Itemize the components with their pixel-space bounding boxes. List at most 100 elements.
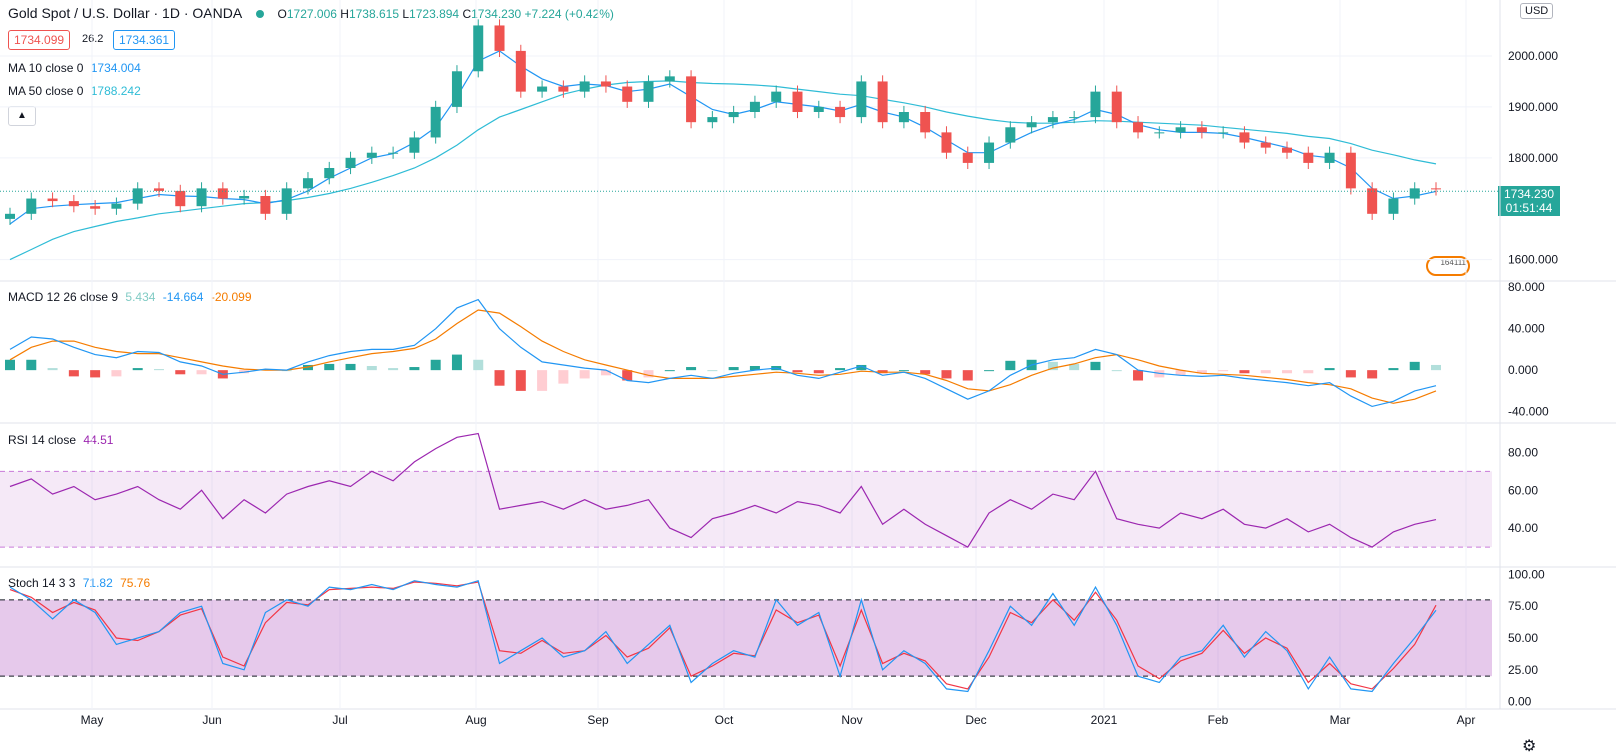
macd-hist-bar bbox=[1218, 370, 1229, 372]
high-value: 1738.615 bbox=[348, 7, 400, 21]
price-tick-label: 1600.000 bbox=[1508, 253, 1558, 267]
ma10-value: 1734.004 bbox=[90, 61, 141, 75]
macd-hist-bar bbox=[1047, 361, 1058, 371]
candle-body bbox=[856, 81, 867, 118]
candle-body bbox=[749, 101, 760, 112]
candle-body bbox=[196, 188, 207, 207]
stoch-tick-label: 50.00 bbox=[1508, 631, 1538, 645]
us-flag-event-icon[interactable]: 164111 bbox=[1426, 256, 1470, 276]
bar-countdown: 01:51:44 bbox=[1505, 201, 1553, 215]
macd-hist-bar bbox=[366, 366, 377, 371]
rsi-tick-label: 60.00 bbox=[1508, 483, 1538, 497]
candle-body bbox=[643, 81, 654, 102]
candle-body bbox=[1069, 117, 1080, 119]
macd-hist-bar bbox=[324, 363, 335, 371]
macd-hist-bar bbox=[1005, 360, 1016, 371]
candle-body bbox=[494, 25, 505, 51]
legend-macd[interactable]: MACD 12 26 close 9 5.434 -14.664 -20.099 bbox=[8, 290, 252, 304]
candle-body bbox=[1345, 152, 1356, 189]
candle-body bbox=[1409, 188, 1420, 199]
candle-body bbox=[409, 137, 420, 153]
candle-body bbox=[5, 213, 15, 219]
candle-body bbox=[579, 81, 590, 92]
change-value: +7.224 (+0.42%) bbox=[524, 7, 614, 21]
legend-ma50[interactable]: MA 50 close 0 1788.242 bbox=[8, 84, 141, 98]
last-price-value: 1734.230 bbox=[1503, 187, 1555, 201]
macd-hist-bar bbox=[941, 370, 952, 379]
macd-hist-bar bbox=[558, 370, 569, 384]
candle-body bbox=[792, 91, 803, 112]
macd-hist-bar bbox=[600, 370, 611, 376]
macd-tick-label: 40.000 bbox=[1508, 322, 1545, 336]
macd-hist-bar bbox=[792, 370, 803, 373]
macd-hist-bar bbox=[1175, 370, 1186, 376]
macd-signal-value: -20.099 bbox=[210, 290, 252, 304]
buy-price-button[interactable]: 1734.361 bbox=[113, 30, 176, 50]
candle-body bbox=[984, 142, 995, 163]
macd-hist-bar bbox=[153, 369, 164, 371]
macd-hist-bar bbox=[1282, 370, 1293, 374]
candle-body bbox=[302, 178, 313, 189]
ma50-value: 1788.242 bbox=[90, 84, 141, 98]
macd-hist-bar bbox=[898, 370, 909, 372]
candle-body bbox=[345, 157, 356, 168]
x-tick-label: Feb bbox=[1208, 713, 1229, 727]
candle-body bbox=[366, 152, 377, 158]
open-value: 1727.006 bbox=[286, 7, 337, 21]
stoch-label: Stoch 14 3 3 bbox=[8, 576, 76, 590]
candle-body bbox=[941, 132, 952, 153]
macd-hist-bar bbox=[707, 370, 718, 372]
macd-line bbox=[9, 298, 1437, 408]
candle-body bbox=[281, 188, 292, 214]
candle-body bbox=[153, 188, 164, 191]
candle-body bbox=[1090, 91, 1101, 118]
ma50-line bbox=[9, 80, 1437, 261]
macd-hist-bar bbox=[686, 367, 697, 371]
candle-body bbox=[217, 188, 228, 199]
macd-hist-bar bbox=[962, 370, 973, 381]
macd-hist-bar bbox=[430, 359, 441, 371]
x-tick-label: Jun bbox=[202, 713, 221, 727]
macd-hist-bar bbox=[728, 367, 739, 371]
macd-hist-bar bbox=[1239, 370, 1250, 374]
candle-body bbox=[260, 196, 271, 214]
candle-body bbox=[515, 50, 526, 92]
candle-body bbox=[430, 106, 441, 138]
sell-price-button[interactable]: 1734.099 bbox=[8, 30, 71, 50]
close-value: 1734.230 bbox=[471, 7, 522, 21]
macd-hist-bar bbox=[1324, 368, 1335, 371]
symbol-title[interactable]: Gold Spot / U.S. Dollar · 1D · OANDA O17… bbox=[8, 5, 614, 21]
candle-body bbox=[1324, 152, 1335, 163]
legend-stoch[interactable]: Stoch 14 3 3 71.82 75.76 bbox=[8, 576, 150, 590]
candle-body bbox=[90, 206, 101, 209]
candle-body bbox=[451, 71, 462, 107]
macd-hist-bar bbox=[1260, 370, 1271, 374]
high-label: H bbox=[340, 7, 349, 21]
candle-body bbox=[239, 196, 250, 199]
macd-hist-bar bbox=[622, 370, 633, 381]
macd-hist-bar bbox=[494, 370, 505, 386]
gear-icon[interactable]: ⚙ bbox=[1522, 738, 1537, 755]
candle-body bbox=[26, 198, 37, 214]
ma10-line bbox=[9, 50, 1437, 225]
candle-body bbox=[1005, 127, 1016, 143]
x-tick-label: Nov bbox=[841, 713, 862, 727]
x-tick-label: Jul bbox=[332, 713, 347, 727]
price-tick-label: 2000.000 bbox=[1508, 49, 1558, 63]
candle-body bbox=[558, 86, 569, 92]
candle-body bbox=[1431, 188, 1441, 190]
ma10-label: MA 10 close 0 bbox=[8, 61, 84, 75]
market-open-icon bbox=[256, 10, 265, 18]
symbol-title-text: Gold Spot / U.S. Dollar · 1D · OANDA bbox=[8, 5, 243, 21]
currency-button[interactable]: USD bbox=[1520, 3, 1554, 19]
last-price-label: 1734.230 01:51:44 bbox=[1498, 186, 1560, 216]
candle-body bbox=[1282, 147, 1293, 153]
x-tick-label: Mar bbox=[1330, 713, 1351, 727]
x-tick-label: Dec bbox=[965, 713, 986, 727]
macd-tick-label: 0.000 bbox=[1508, 363, 1538, 377]
legend-ma10[interactable]: MA 10 close 0 1734.004 bbox=[8, 61, 141, 75]
ohlc-readout: O1727.006 H1738.615 L1723.894 C1734.230 … bbox=[274, 7, 614, 21]
legend-rsi[interactable]: RSI 14 close 44.51 bbox=[8, 433, 113, 447]
macd-hist-bar bbox=[1303, 370, 1314, 374]
